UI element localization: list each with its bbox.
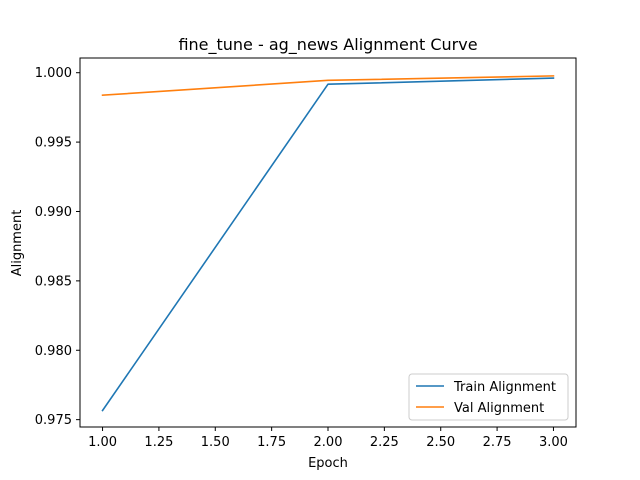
y-axis: 0.975 0.980 0.985 0.990 0.995 1.000 bbox=[35, 66, 80, 428]
x-tick-label: 2.00 bbox=[314, 435, 343, 450]
legend-label-train-alignment: Train Alignment bbox=[453, 380, 556, 395]
x-tick-label: 1.50 bbox=[201, 435, 230, 450]
y-axis-label: Alignment bbox=[10, 210, 25, 277]
legend-label-val-alignment: Val Alignment bbox=[454, 401, 544, 416]
series-line-train-alignment bbox=[101, 77, 555, 412]
legend: Train Alignment Val Alignment bbox=[408, 373, 569, 421]
series-line-val-alignment bbox=[101, 75, 555, 97]
x-tick-label: 2.75 bbox=[483, 435, 512, 450]
plot-area bbox=[101, 75, 555, 412]
y-tick-label: 0.975 bbox=[35, 413, 72, 428]
y-tick-label: 0.980 bbox=[35, 344, 72, 359]
x-tick-label: 2.50 bbox=[426, 435, 455, 450]
x-tick-label: 1.00 bbox=[88, 435, 117, 450]
x-tick-label: 1.25 bbox=[144, 435, 173, 450]
x-axis: 1.00 1.25 1.50 1.75 2.00 2.25 2.50 2.75 3.00 bbox=[88, 427, 568, 450]
y-tick-label: 0.995 bbox=[35, 136, 72, 151]
y-tick-label: 1.000 bbox=[35, 66, 72, 81]
legend-box bbox=[408, 373, 569, 421]
y-tick-label: 0.990 bbox=[35, 205, 72, 220]
x-tick-label: 3.00 bbox=[539, 435, 568, 450]
x-tick-label: 2.25 bbox=[370, 435, 399, 450]
x-axis-label: Epoch bbox=[308, 456, 348, 471]
chart-title: fine_tune - ag_news Alignment Curve bbox=[178, 35, 477, 55]
y-tick-label: 0.985 bbox=[35, 274, 72, 289]
x-tick-label: 1.75 bbox=[257, 435, 286, 450]
